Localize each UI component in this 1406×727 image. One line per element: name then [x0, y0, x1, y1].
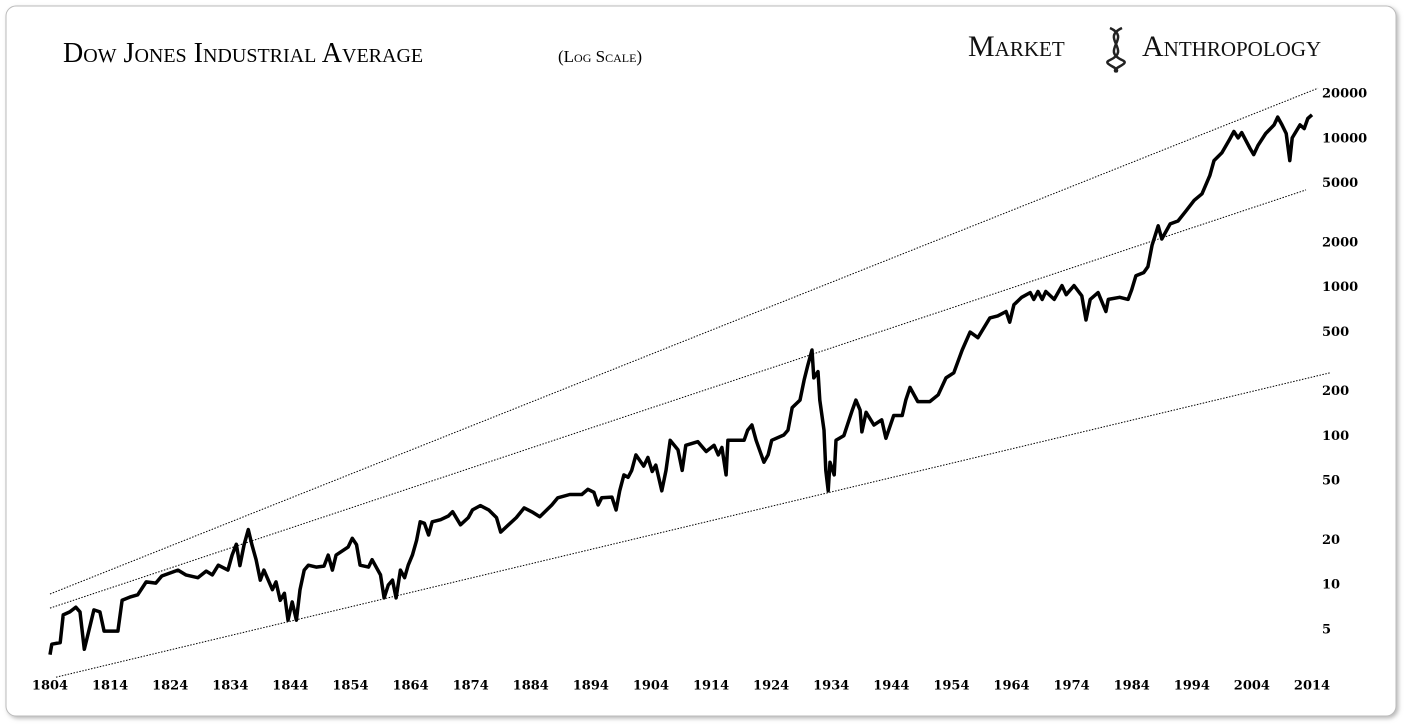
x-tick-label: 1884: [513, 679, 549, 694]
x-tick-label: 1914: [693, 679, 729, 694]
x-tick-label: 1824: [152, 679, 188, 694]
x-tick-label: 1814: [92, 679, 128, 694]
x-tick-label: 1844: [272, 679, 308, 694]
trend-line: [55, 372, 1331, 678]
x-tick-label: 1864: [392, 679, 428, 694]
x-tick-label: 1834: [212, 679, 248, 694]
x-tick-label: 1854: [332, 679, 368, 694]
x-tick-label: 1924: [753, 679, 789, 694]
chart-subtitle: (Log Scale): [558, 47, 642, 66]
x-tick-label: 1974: [1054, 679, 1090, 694]
x-tick-label: 2004: [1234, 679, 1270, 694]
x-tick-label: 1944: [873, 679, 909, 694]
y-tick-label: 20000: [1322, 87, 1367, 102]
frame: [5, 5, 1397, 717]
x-tick-label: 1874: [453, 679, 489, 694]
x-tick-label: 2014: [1294, 679, 1330, 694]
brand-left: Market: [968, 30, 1065, 63]
x-tick-label: 1954: [933, 679, 969, 694]
y-tick-label: 5: [1322, 622, 1331, 637]
x-tick-label: 1804: [32, 679, 68, 694]
y-tick-label: 100: [1322, 429, 1349, 444]
y-tick-label: 200: [1322, 384, 1349, 399]
trend-line: [49, 87, 1319, 595]
data-line: [48, 113, 1314, 655]
y-tick-label: 500: [1322, 325, 1349, 340]
y-tick-label: 2000: [1322, 235, 1358, 250]
chart-title: Dow Jones Industrial Average: [63, 38, 423, 69]
brand-right: Anthropology: [1142, 30, 1321, 63]
x-tick-label: 1964: [993, 679, 1029, 694]
x-tick-label: 1904: [633, 679, 669, 694]
x-tick-label: 1994: [1174, 679, 1210, 694]
y-tick-label: 10: [1322, 578, 1340, 593]
x-tick-label: 1894: [573, 679, 609, 694]
brand-icon: [1106, 26, 1126, 74]
y-tick-label: 50: [1322, 474, 1340, 489]
x-tick-label: 1984: [1114, 679, 1150, 694]
y-tick-label: 10000: [1322, 131, 1367, 146]
x-tick-label: 1934: [813, 679, 849, 694]
y-tick-label: 1000: [1322, 280, 1358, 295]
y-tick-label: 20: [1322, 533, 1340, 548]
y-tick-label: 5000: [1322, 176, 1358, 191]
